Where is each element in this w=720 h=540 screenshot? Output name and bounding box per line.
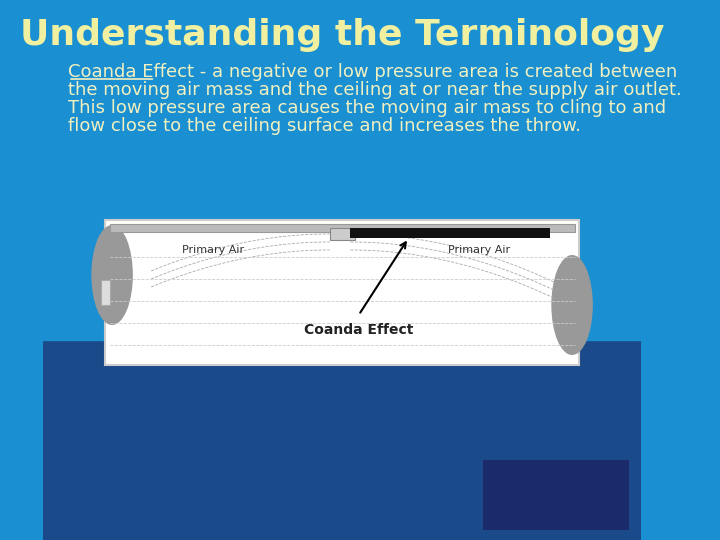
Text: Primary Air: Primary Air: [448, 245, 510, 255]
Ellipse shape: [552, 255, 593, 355]
Ellipse shape: [91, 225, 133, 325]
Bar: [351, 228, 549, 238]
Bar: [43, 0, 641, 340]
Text: Coanda Effect: Coanda Effect: [304, 323, 413, 337]
Text: This low pressure area causes the moving air mass to cling to and: This low pressure area causes the moving…: [68, 99, 666, 117]
Bar: [105, 220, 579, 365]
Text: Coanda Effect - a negative or low pressure area is created between: Coanda Effect - a negative or low pressu…: [68, 63, 678, 81]
Text: flow close to the ceiling surface and increases the throw.: flow close to the ceiling surface and in…: [68, 117, 581, 135]
Bar: [330, 228, 354, 240]
Bar: [483, 460, 629, 530]
Text: Primary Air: Primary Air: [182, 245, 245, 255]
Bar: [43, 340, 641, 540]
Bar: [109, 224, 575, 232]
Text: Understanding the Terminology: Understanding the Terminology: [20, 18, 665, 52]
Text: the moving air mass and the ceiling at or near the supply air outlet.: the moving air mass and the ceiling at o…: [68, 81, 682, 99]
Bar: [102, 280, 109, 305]
